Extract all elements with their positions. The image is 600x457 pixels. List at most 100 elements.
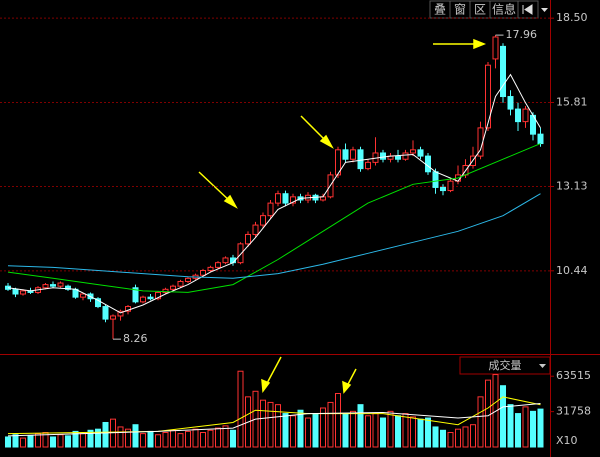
volume-bar xyxy=(447,432,454,448)
volume-bar xyxy=(155,434,161,448)
volume-bar xyxy=(27,435,34,448)
volume-bar xyxy=(50,436,56,448)
candle-body xyxy=(110,315,116,320)
candle-body xyxy=(245,233,251,245)
annotation-label: 17.96 xyxy=(506,28,538,41)
volume-bar xyxy=(425,417,431,448)
candle-body xyxy=(380,152,386,160)
volume-bar xyxy=(125,428,131,448)
candle-body xyxy=(215,262,221,268)
candle-body xyxy=(95,298,101,308)
y-tick-label: 10.44 xyxy=(556,264,588,277)
volume-bar xyxy=(350,410,356,448)
volume-bar xyxy=(410,416,416,448)
volume-bar xyxy=(35,433,41,448)
arrow xyxy=(198,171,233,204)
volume-bar xyxy=(170,429,176,448)
volume-bar xyxy=(117,426,124,448)
candle-body xyxy=(117,310,124,317)
candle-body xyxy=(42,284,49,289)
ma-line xyxy=(7,193,541,279)
volume-bar xyxy=(312,413,319,448)
volume-bar xyxy=(440,429,446,448)
volume-bar xyxy=(132,424,139,448)
candle-body xyxy=(50,284,56,287)
volume-bar xyxy=(95,428,101,448)
candle-body xyxy=(170,285,176,290)
volume-bar xyxy=(42,432,49,448)
volume-bar xyxy=(230,429,236,448)
candle-body xyxy=(522,108,529,123)
volume-bar xyxy=(500,385,506,448)
volume-bar xyxy=(177,433,184,448)
volume-bar xyxy=(237,370,244,448)
volume-bar xyxy=(417,418,424,448)
dropdown-icon xyxy=(541,8,548,12)
arrow-head xyxy=(473,38,487,50)
toolbar: 叠窗区信息 xyxy=(429,0,548,19)
arrow-head xyxy=(261,378,271,394)
volume-bar xyxy=(185,430,191,448)
candle-body xyxy=(440,186,446,192)
candle-body xyxy=(260,215,266,226)
candle-body xyxy=(410,149,416,154)
volume-bar xyxy=(162,432,169,448)
volume-bar xyxy=(260,399,266,448)
volume-bar xyxy=(342,413,349,448)
volume-bar xyxy=(530,410,536,448)
ma-line xyxy=(7,403,541,437)
volume-bar xyxy=(80,433,86,448)
ma-line xyxy=(7,143,541,293)
volume-bar xyxy=(365,415,371,448)
candle-body xyxy=(515,108,521,123)
candle-body xyxy=(140,296,146,303)
volume-bar xyxy=(335,393,341,448)
candle-body xyxy=(425,155,431,173)
volume-bar xyxy=(402,413,409,448)
volume-bar xyxy=(12,434,19,448)
volume-bar xyxy=(537,408,544,448)
volume-bar xyxy=(485,379,491,448)
volume-bar xyxy=(515,413,521,448)
indicator-select[interactable] xyxy=(459,356,551,375)
volume-bar xyxy=(147,430,154,448)
volume-bar xyxy=(65,435,71,448)
volume-bar xyxy=(522,406,529,448)
candle-body xyxy=(447,180,454,192)
candle-body xyxy=(507,96,514,110)
y-tick-label: 31758 xyxy=(556,405,591,418)
candle-body xyxy=(177,280,184,287)
toolbar-label: 区 xyxy=(474,3,486,17)
candle-body xyxy=(395,155,401,160)
arrow-head xyxy=(223,194,238,209)
candle-body xyxy=(282,193,289,204)
candle-body xyxy=(500,45,506,98)
volume-bar xyxy=(305,417,311,448)
candle-body xyxy=(20,290,26,295)
volume-bar xyxy=(477,396,484,448)
candle-body xyxy=(537,133,544,145)
candle-body xyxy=(365,161,371,170)
candle-body xyxy=(432,171,439,188)
volume-bar xyxy=(372,413,379,448)
toolbar-label: 叠 xyxy=(434,3,446,17)
volume-bar xyxy=(222,425,229,448)
volume-bar xyxy=(455,428,461,448)
volume-bar xyxy=(290,415,296,448)
candle-body xyxy=(132,287,139,303)
candle-body xyxy=(162,288,169,293)
candle-body xyxy=(185,277,191,282)
volume-bar xyxy=(200,432,206,448)
volume-bar xyxy=(102,421,109,448)
candle-body xyxy=(402,152,409,160)
toolbar-label: 信息 xyxy=(492,2,516,17)
volume-bar xyxy=(275,404,281,448)
candle-body xyxy=(335,149,341,176)
volume-bar xyxy=(387,410,394,448)
volume-bar xyxy=(192,428,199,448)
volume-bar xyxy=(5,436,11,448)
candle-body xyxy=(357,149,364,170)
